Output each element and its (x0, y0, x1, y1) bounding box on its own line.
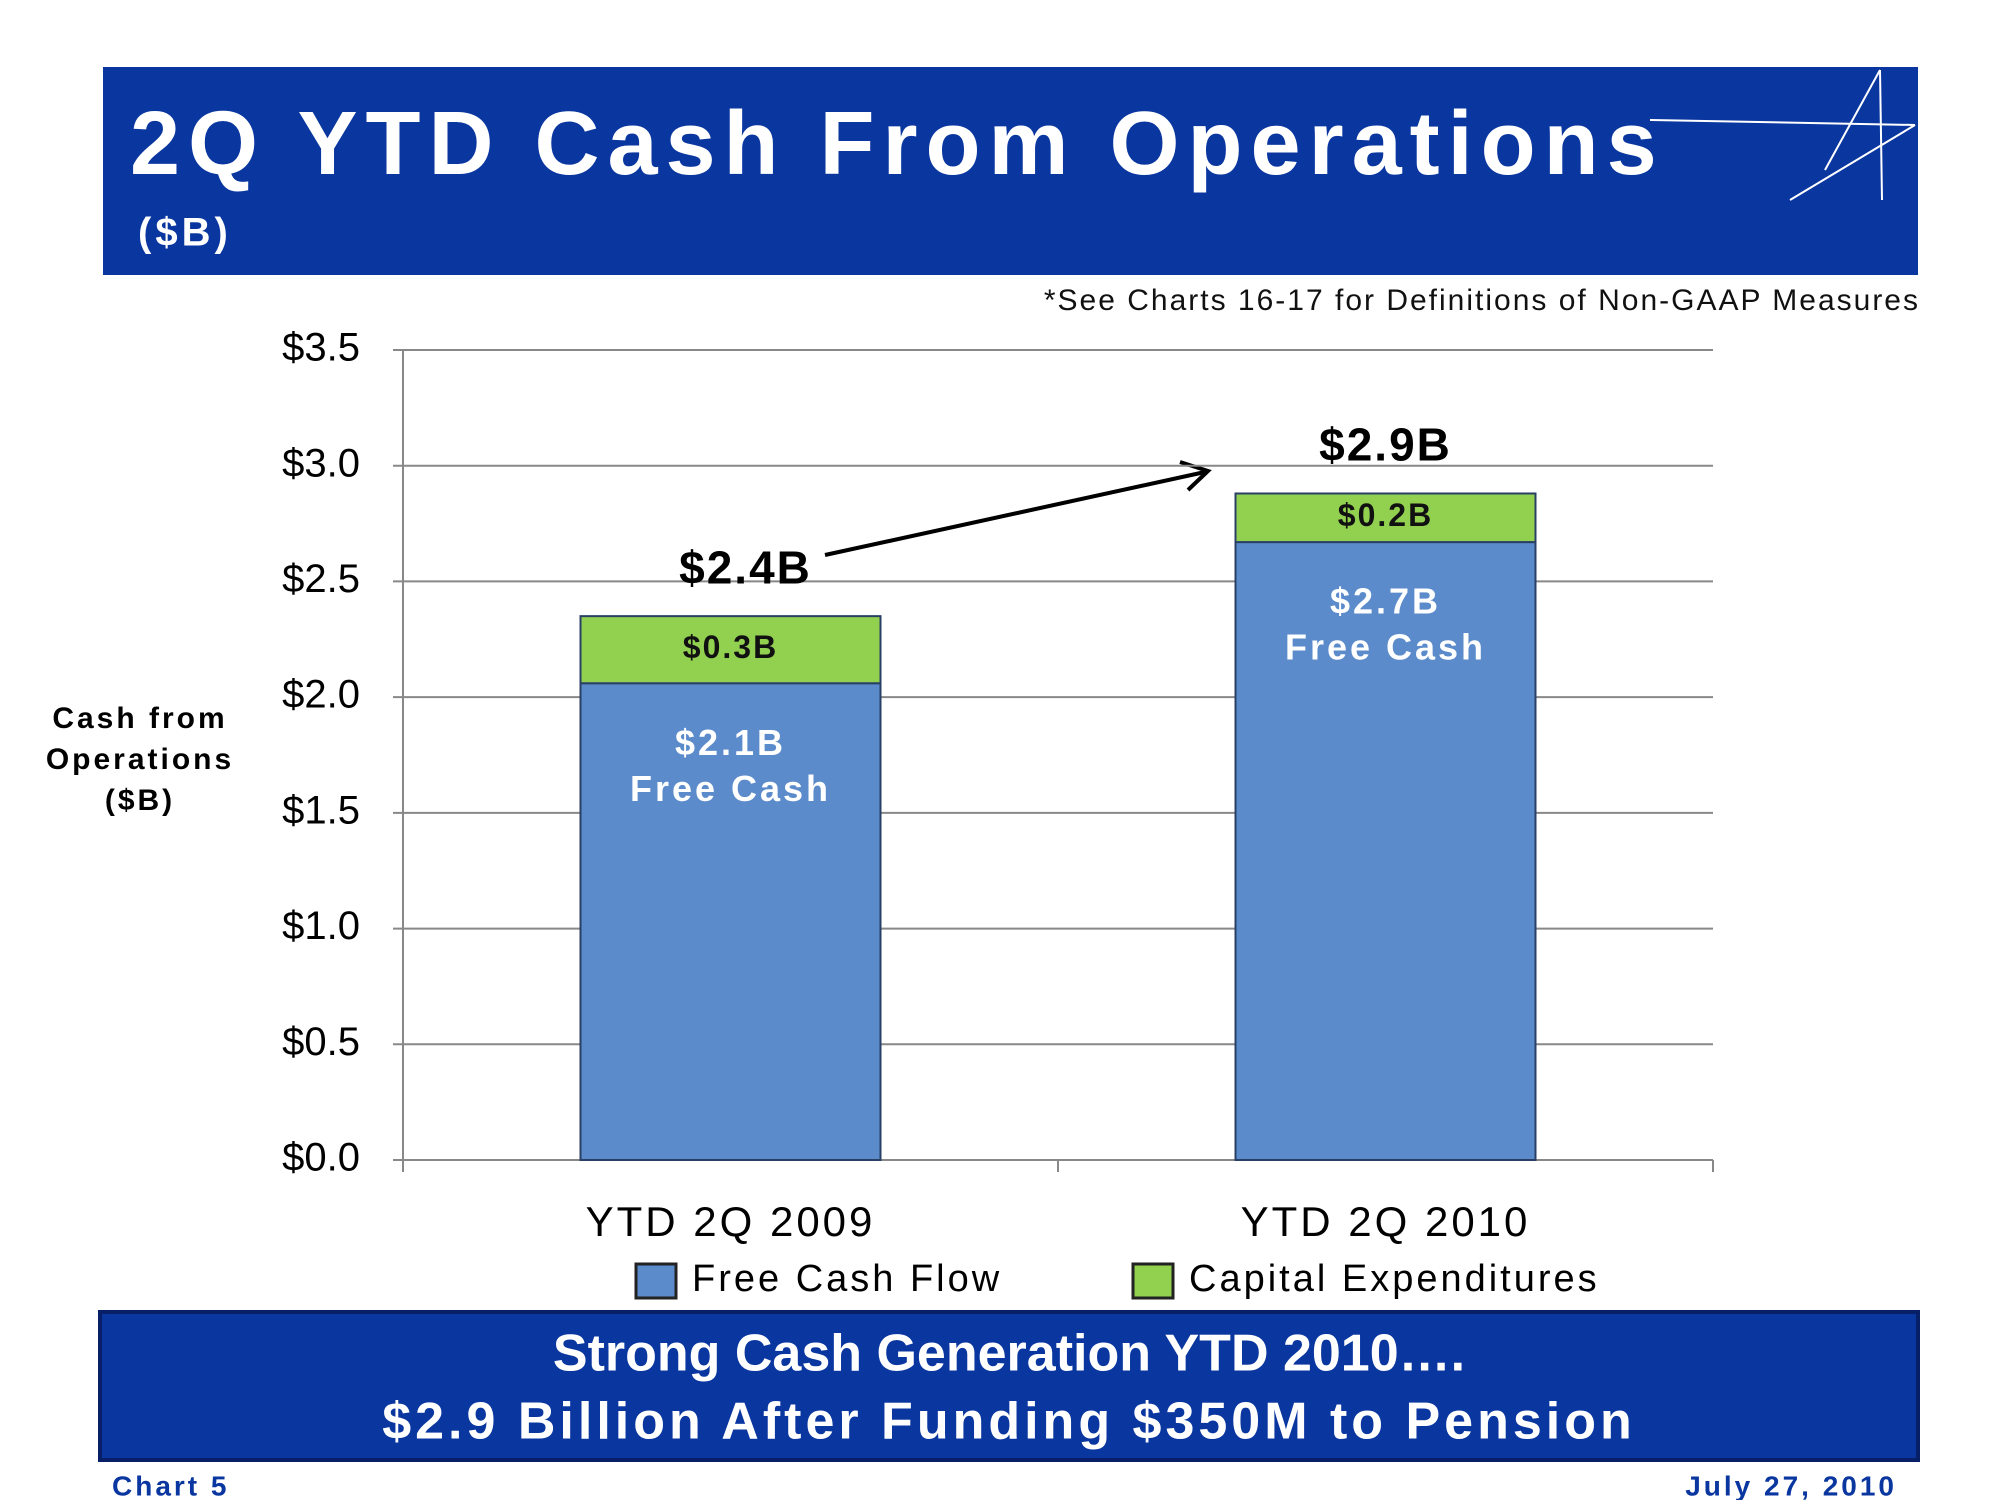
y-axis-label: Operations (46, 743, 234, 776)
bar-segment (1234, 541, 1537, 1161)
banner-line: Strong Cash Generation YTD 2010…. (553, 1325, 1465, 1383)
y-tick-label: $1.5 (282, 788, 360, 832)
y-tick-label: $0.5 (282, 1020, 360, 1064)
data-label-suffix: Free Cash (1285, 627, 1486, 668)
y-axis-label: Cash from (52, 702, 227, 735)
data-label-suffix: Free Cash (630, 768, 831, 809)
y-tick-label: $2.5 (282, 557, 360, 601)
legend-label: Free Cash Flow (692, 1258, 1002, 1300)
data-label: $0.3B (683, 629, 778, 665)
legend-swatch (1131, 1262, 1175, 1300)
logo (1649, 69, 1916, 201)
x-tick-label: YTD 2Q 2009 (586, 1198, 876, 1245)
data-label: $2.1B (675, 722, 786, 763)
footer-left: Chart 5 (112, 1470, 229, 1500)
bar-segment (579, 682, 882, 1161)
bar-segment (579, 615, 882, 685)
bar-segment (1234, 492, 1537, 544)
y-tick-label: $0.0 (282, 1136, 360, 1180)
footer-right: July 27, 2010 (1685, 1470, 1897, 1500)
y-tick-label: $3.0 (282, 441, 360, 485)
total-label: $2.9B (1319, 419, 1452, 471)
legend-swatch (634, 1262, 678, 1300)
footnote: *See Charts 16-17 for Definitions of Non… (1044, 284, 1920, 317)
legend-label: Capital Expenditures (1189, 1258, 1600, 1300)
data-label: $0.2B (1338, 497, 1433, 533)
slide-title: 2Q YTD Cash From Operations (130, 94, 1665, 194)
data-label: $2.7B (1330, 581, 1441, 622)
slide-subtitle: ($B) (138, 211, 232, 255)
y-tick-label: $2.0 (282, 673, 360, 717)
y-tick-label: $1.0 (282, 904, 360, 948)
banner-line: $2.9 Billion After Funding $350M to Pens… (382, 1393, 1636, 1451)
x-tick-label: YTD 2Q 2010 (1241, 1198, 1531, 1245)
growth-arrow (824, 470, 1206, 557)
header-band (103, 67, 1918, 275)
total-label: $2.4B (679, 541, 812, 593)
y-axis-label: ($B) (105, 784, 175, 817)
bottom-banner (98, 1310, 1920, 1462)
y-tick-label: $3.5 (282, 326, 360, 370)
